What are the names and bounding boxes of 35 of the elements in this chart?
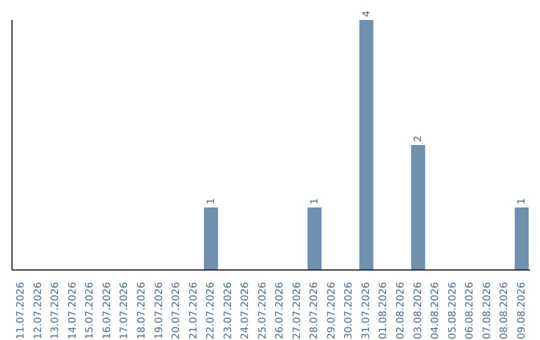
x-tick-label: 29.07.2026 bbox=[326, 282, 338, 340]
x-tick-label: 31.07.2026 bbox=[360, 282, 372, 340]
x-tick-label: 12.07.2026 bbox=[32, 282, 44, 340]
data-label: 1 bbox=[206, 198, 217, 204]
x-tick-label: 25.07.2026 bbox=[257, 282, 268, 340]
x-tick-label: 13.07.2026 bbox=[50, 282, 62, 340]
x-tick-label: 04.08.2026 bbox=[430, 282, 442, 340]
x-tick-label: 21.07.2026 bbox=[188, 282, 200, 340]
x-tick-label: 20.07.2026 bbox=[171, 282, 182, 340]
x-tick-label: 08.08.2026 bbox=[499, 282, 510, 340]
data-label: 1 bbox=[516, 198, 528, 204]
x-tick-label: 03.08.2026 bbox=[412, 282, 424, 340]
x-tick-label: 07.08.2026 bbox=[482, 282, 493, 340]
x-tick-label: 18.07.2026 bbox=[136, 282, 148, 340]
x-tick-label: 02.08.2026 bbox=[396, 282, 406, 340]
x-tick-label: 17.07.2026 bbox=[119, 282, 130, 340]
x-tick-label: 27.07.2026 bbox=[292, 282, 303, 340]
x-tick-label: 05.08.2026 bbox=[447, 282, 458, 340]
x-tick-label: 26.07.2026 bbox=[274, 282, 286, 340]
data-label: 4 bbox=[361, 10, 372, 17]
x-tick-label: 11.07.2026 bbox=[16, 282, 27, 340]
data-label: 1 bbox=[310, 198, 321, 204]
x-tick-label: 09.08.2026 bbox=[516, 282, 528, 340]
x-tick-label: 06.08.2026 bbox=[464, 282, 476, 340]
x-tick-label: 01.08.2026 bbox=[378, 282, 390, 340]
x-tick-label: 24.07.2026 bbox=[240, 282, 252, 340]
x-tick-label: 19.07.2026 bbox=[154, 282, 165, 340]
data-label: 2 bbox=[413, 136, 424, 142]
x-tick-label: 15.07.2026 bbox=[84, 282, 96, 340]
x-tick-label: 30.07.2026 bbox=[344, 282, 355, 340]
x-tick-label: 16.07.2026 bbox=[102, 282, 113, 340]
x-tick-label: 23.07.2026 bbox=[222, 282, 234, 340]
x-tick-label: 28.07.2026 bbox=[309, 282, 320, 340]
x-tick-label: 22.07.2026 bbox=[206, 282, 217, 340]
x-tick-label: 14.07.2026 bbox=[67, 282, 78, 340]
